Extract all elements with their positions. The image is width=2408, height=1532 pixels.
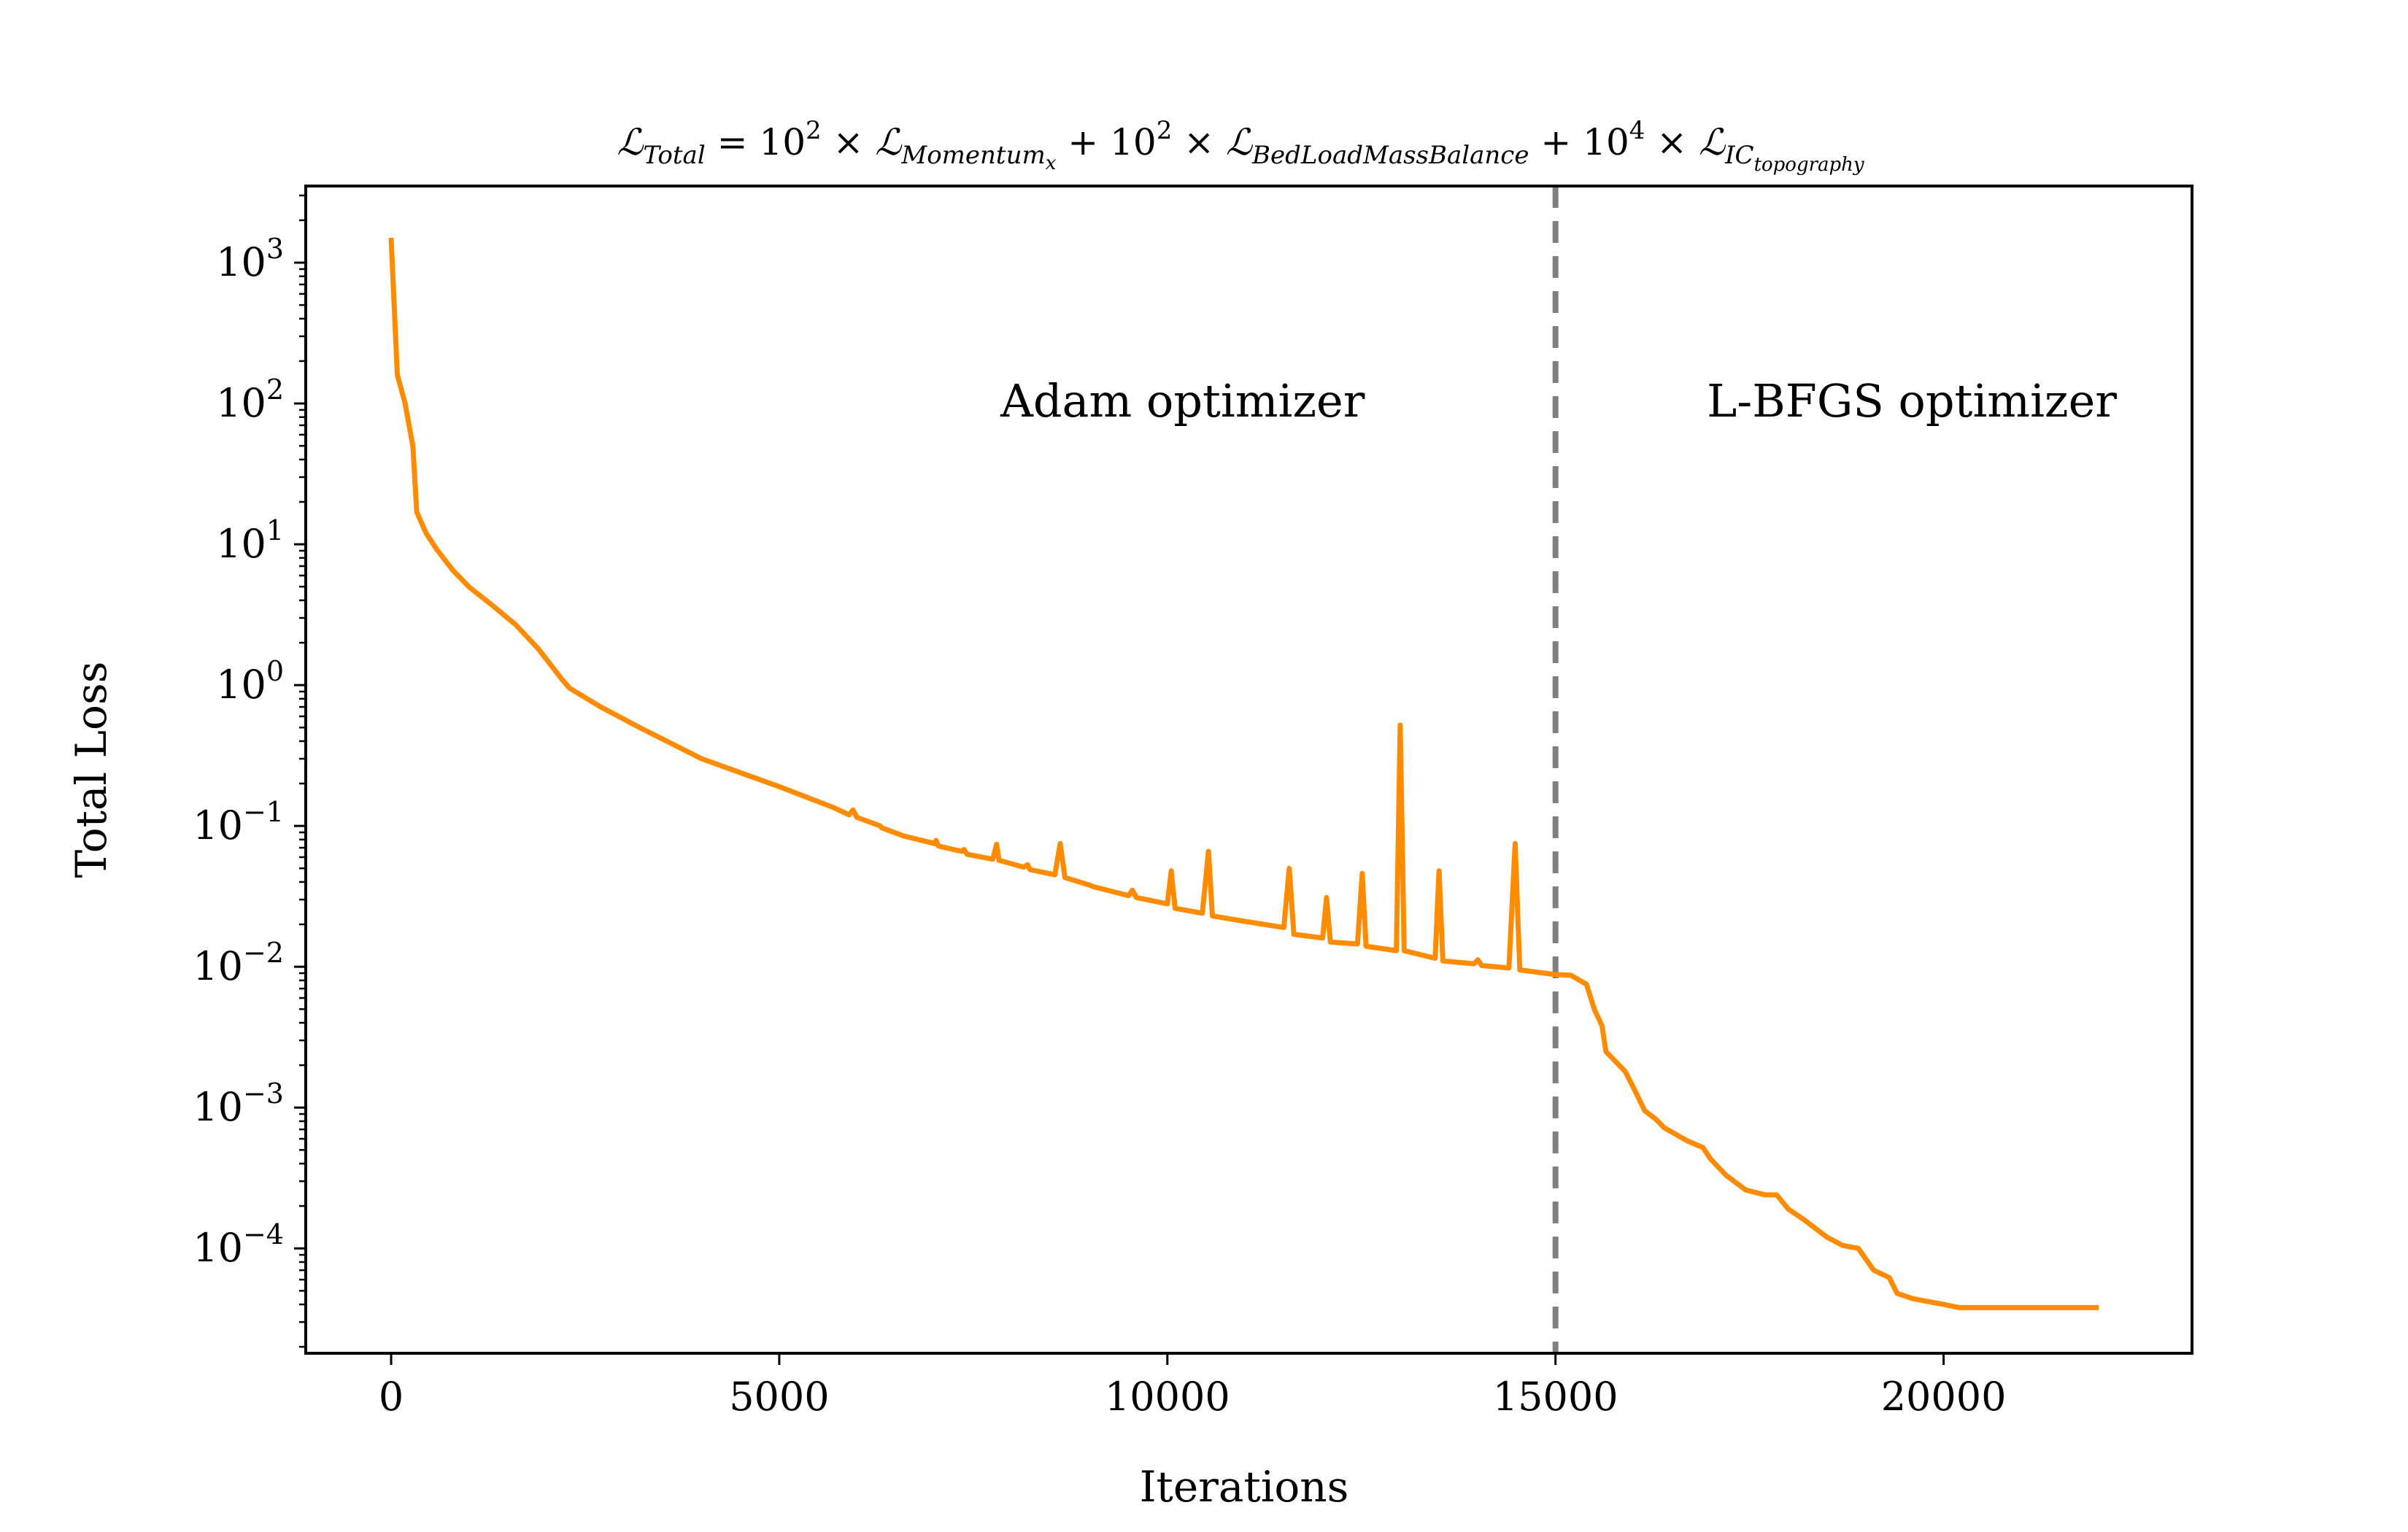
annotation-1: L-BFGS optimizer xyxy=(1707,374,2117,428)
y-tick-label: 10−2 xyxy=(193,937,284,989)
x-tick-label: 0 xyxy=(379,1374,404,1420)
y-axis-label: Total Loss xyxy=(66,662,116,878)
y-tick-label: 103 xyxy=(216,233,284,285)
y-tick-label: 10−1 xyxy=(193,796,284,848)
y-tick-label: 100 xyxy=(216,655,284,708)
x-tick-label: 20000 xyxy=(1881,1374,2007,1420)
x-tick-label: 5000 xyxy=(729,1374,829,1420)
chart-title: ℒTotal = 102 × ℒMomentumx + 102 × ℒBedLo… xyxy=(617,116,1864,176)
x-axis-label: Iterations xyxy=(1140,1462,1349,1512)
x-tick-label: 10000 xyxy=(1105,1374,1230,1420)
y-tick-label: 102 xyxy=(216,374,284,426)
annotation-0: Adam optimizer xyxy=(1000,374,1365,428)
loss-series-line-0 xyxy=(388,237,2099,1310)
y-tick-label: 10−4 xyxy=(193,1218,284,1271)
y-tick-label: 101 xyxy=(216,514,284,567)
y-tick-label: 10−3 xyxy=(193,1078,284,1130)
plot-area-frame xyxy=(304,185,2193,1355)
x-tick-label: 15000 xyxy=(1493,1374,1618,1420)
